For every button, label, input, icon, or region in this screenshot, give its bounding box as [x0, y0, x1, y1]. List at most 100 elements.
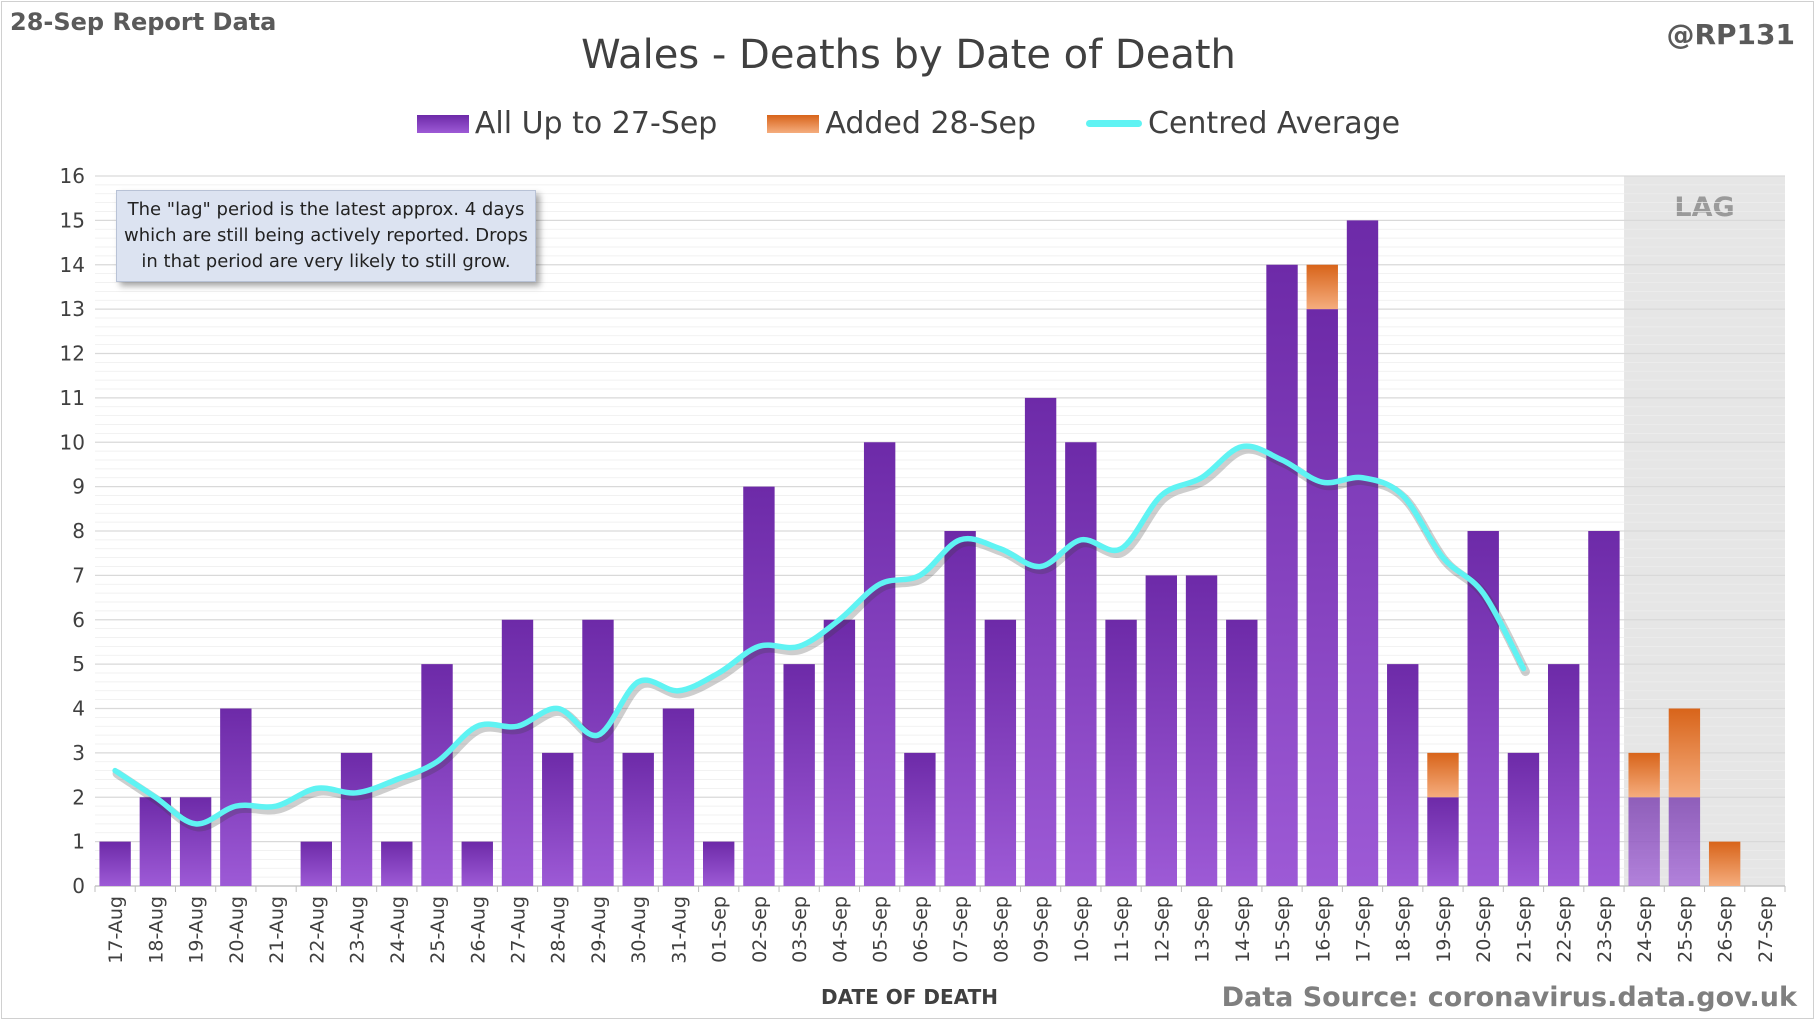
x-tick-label: 23-Aug — [347, 896, 369, 964]
x-tick-label: 20-Sep — [1473, 896, 1495, 963]
average-line — [112, 443, 1530, 832]
bar-all — [461, 841, 493, 886]
x-tick-label: 18-Aug — [145, 896, 167, 964]
x-tick-label: 19-Aug — [186, 896, 208, 964]
x-tick-label: 30-Aug — [628, 896, 650, 964]
bar-all — [1668, 797, 1701, 886]
y-tick-label: 10 — [60, 430, 85, 454]
bar-all — [1346, 220, 1379, 886]
bar-all — [1628, 797, 1660, 886]
bar-all — [1145, 575, 1178, 886]
author-handle: @RP131 — [1666, 18, 1795, 51]
x-tick-label: 26-Sep — [1715, 896, 1737, 963]
report-label: 28-Sep Report Data — [10, 8, 277, 36]
x-tick-label: 18-Sep — [1393, 896, 1415, 963]
x-tick-label: 11-Sep — [1111, 896, 1133, 963]
legend: All Up to 27-Sep Added 28-Sep Centred Av… — [0, 106, 1817, 141]
bar-all — [1185, 575, 1218, 886]
legend-item-added: Added 28-Sep — [767, 106, 1036, 141]
y-tick-label: 3 — [72, 741, 85, 765]
y-tick-label: 15 — [60, 208, 85, 232]
bar-all — [743, 486, 775, 886]
x-tick-label: 22-Aug — [306, 896, 328, 964]
bar-all — [823, 619, 856, 886]
chart-title: Wales - Deaths by Date of Death — [581, 32, 1236, 78]
x-tick-label: 24-Sep — [1634, 896, 1656, 963]
x-tick-label: 26-Aug — [467, 896, 489, 964]
legend-label-added: Added 28-Sep — [825, 106, 1037, 141]
bar-all — [984, 619, 1017, 886]
bar-all — [1547, 664, 1580, 886]
lag-note: The "lag" period is the latest approx. 4… — [116, 190, 536, 282]
bar-all — [662, 708, 695, 886]
y-tick-label: 1 — [72, 830, 85, 854]
bar-all — [381, 841, 413, 886]
bar-all — [944, 531, 976, 886]
y-tick-label: 16 — [60, 164, 85, 188]
bar-all — [1387, 664, 1419, 886]
y-tick-label: 0 — [72, 874, 85, 898]
bar-added — [1427, 752, 1459, 798]
y-tick-label: 13 — [60, 297, 85, 321]
bar-all — [421, 664, 453, 886]
x-tick-label: 28-Aug — [548, 896, 570, 964]
average-line-path — [112, 443, 1527, 827]
x-tick-label: 29-Aug — [588, 896, 610, 964]
y-tick-label: 8 — [72, 519, 85, 543]
legend-item-average: Centred Average — [1086, 106, 1400, 141]
bar-all — [179, 797, 212, 886]
y-tick-label: 14 — [60, 253, 85, 277]
x-tick-label: 27-Aug — [508, 896, 530, 964]
bar-all — [300, 841, 333, 886]
legend-swatch-orange — [767, 114, 820, 133]
x-tick-label: 13-Sep — [1192, 896, 1214, 963]
x-tick-label: 07-Sep — [950, 896, 972, 963]
bar-all — [1306, 309, 1338, 886]
bar-all — [1507, 752, 1540, 886]
x-tick-label: 15-Sep — [1272, 896, 1294, 963]
x-tick-label: 27-Sep — [1755, 896, 1777, 963]
bar-all — [1105, 619, 1137, 886]
bar-all — [904, 752, 936, 886]
x-tick-label: 25-Sep — [1674, 896, 1696, 963]
y-tick-label: 6 — [72, 608, 85, 632]
data-source: Data Source: coronavirus.data.gov.uk — [1221, 982, 1797, 1013]
y-tick-label: 7 — [72, 563, 85, 587]
bar-all — [1427, 797, 1459, 886]
bar-added — [1628, 752, 1660, 798]
lag-label: LAG — [1674, 192, 1734, 223]
legend-label-average: Centred Average — [1148, 106, 1401, 141]
bar-all — [1588, 531, 1620, 886]
legend-label-all: All Up to 27-Sep — [474, 106, 718, 141]
x-tick-label: 16-Sep — [1312, 896, 1334, 963]
x-tick-label: 05-Sep — [870, 896, 892, 963]
bar-all — [702, 841, 735, 886]
x-tick-label: 06-Sep — [910, 896, 932, 963]
y-tick-label: 9 — [72, 475, 85, 499]
x-tick-label: 08-Sep — [990, 896, 1012, 963]
bar-all — [139, 797, 172, 886]
bar-added — [1668, 708, 1701, 798]
x-tick-label: 01-Sep — [709, 896, 731, 963]
x-tick-label: 22-Sep — [1554, 896, 1576, 963]
legend-swatch-purple — [416, 114, 469, 133]
bar-all — [220, 708, 252, 886]
x-tick-label: 19-Sep — [1433, 896, 1455, 963]
bar-added — [1708, 841, 1741, 886]
bar-all — [622, 752, 654, 886]
x-tick-label: 17-Aug — [105, 896, 127, 964]
bar-all — [340, 752, 373, 886]
x-tick-label: 10-Sep — [1071, 896, 1093, 963]
x-tick-label: 12-Sep — [1151, 896, 1173, 963]
x-tick-label: 04-Sep — [829, 896, 851, 963]
x-tick-label: 14-Sep — [1232, 896, 1254, 963]
x-tick-label: 03-Sep — [789, 896, 811, 963]
x-tick-label: 09-Sep — [1031, 896, 1053, 963]
y-tick-label: 4 — [72, 697, 85, 721]
x-tick-label: 02-Sep — [749, 896, 771, 963]
x-tick-label: 21-Sep — [1513, 896, 1535, 963]
y-tick-label: 11 — [60, 386, 85, 410]
